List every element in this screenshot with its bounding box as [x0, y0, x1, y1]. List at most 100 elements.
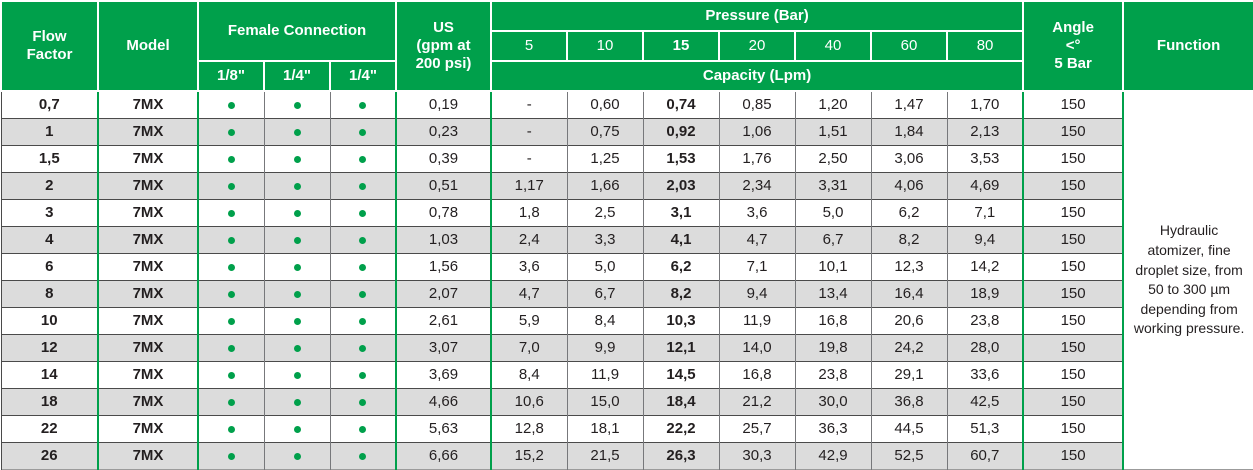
connection-dot-icon — [359, 155, 367, 163]
model-cell: 7MX — [97, 306, 198, 334]
capacity-cell: 3,1 — [642, 198, 719, 226]
capacity-cell: 8,2 — [642, 279, 719, 307]
pressure-col-header-60: 60 — [870, 30, 948, 62]
connection-size-header-3: 1/4" — [329, 60, 397, 92]
capacity-cell: 0,85 — [718, 90, 795, 118]
us-gpm-cell: 3,69 — [395, 360, 491, 388]
capacity-cell: 11,9 — [718, 306, 795, 334]
table-row: 6 7MX 1,56 3,6 5,0 6,2 7,1 10,1 12,3 14,2 150 — [0, 252, 1253, 280]
flow-factor-cell: 10 — [0, 306, 98, 334]
angle-cell: 150 — [1022, 333, 1125, 361]
table-row: 3 7MX 0,78 1,8 2,5 3,1 3,6 5,0 6,2 7,1 150 — [0, 198, 1253, 226]
connection-dot-icon — [359, 344, 367, 352]
connection-cell — [197, 279, 264, 307]
capacity-cell: 1,53 — [642, 144, 719, 172]
capacity-cell: 18,9 — [946, 279, 1024, 307]
capacity-cell: 4,1 — [642, 225, 719, 253]
capacity-cell: 25,7 — [718, 414, 795, 442]
connection-cell — [263, 387, 330, 415]
capacity-cell: 16,8 — [718, 360, 795, 388]
capacity-cell: 36,8 — [870, 387, 947, 415]
capacity-cell: 8,4 — [566, 306, 643, 334]
capacity-cell: 5,9 — [490, 306, 567, 334]
capacity-cell: 1,84 — [870, 117, 947, 145]
us-gpm-cell: 0,19 — [395, 90, 491, 118]
connection-cell — [329, 306, 396, 334]
connection-cell — [263, 90, 330, 118]
connection-cell — [197, 90, 264, 118]
capacity-cell: 36,3 — [794, 414, 871, 442]
capacity-cell: 4,7 — [490, 279, 567, 307]
pressure-col-header-40: 40 — [794, 30, 872, 62]
connection-cell — [263, 144, 330, 172]
connection-dot-icon — [227, 236, 235, 244]
capacity-cell: 1,8 — [490, 198, 567, 226]
capacity-cell: 2,5 — [566, 198, 643, 226]
model-cell: 7MX — [97, 279, 198, 307]
capacity-cell: 10,6 — [490, 387, 567, 415]
capacity-cell: 4,7 — [718, 225, 795, 253]
capacity-cell: 1,76 — [718, 144, 795, 172]
angle-cell: 150 — [1022, 225, 1125, 253]
capacity-cell: 9,4 — [946, 225, 1024, 253]
angle-cell: 150 — [1022, 387, 1125, 415]
capacity-cell: 3,6 — [490, 252, 567, 280]
angle-cell: 150 — [1022, 441, 1125, 469]
capacity-cell: 16,8 — [794, 306, 871, 334]
capacity-cell: 3,3 — [566, 225, 643, 253]
angle-cell: 150 — [1022, 117, 1125, 145]
connection-dot-icon — [359, 398, 367, 406]
flow-factor-cell: 0,7 — [0, 90, 98, 118]
capacity-cell: 60,7 — [946, 441, 1024, 469]
connection-cell — [329, 117, 396, 145]
capacity-cell: 1,17 — [490, 171, 567, 199]
connection-cell — [329, 333, 396, 361]
model-cell: 7MX — [97, 171, 198, 199]
us-gpm-cell: 1,56 — [395, 252, 491, 280]
capacity-cell: 21,2 — [718, 387, 795, 415]
capacity-cell: 9,4 — [718, 279, 795, 307]
connection-dot-icon — [293, 317, 301, 325]
pressure-col-header-80: 80 — [945, 30, 1025, 62]
flow-factor-cell: 6 — [0, 252, 98, 280]
capacity-cell: 4,69 — [946, 171, 1024, 199]
model-cell: 7MX — [97, 414, 198, 442]
function-cell: Hydraulic atomizer, fine droplet size, f… — [1122, 91, 1253, 469]
model-cell: 7MX — [97, 90, 198, 118]
flow-factor-cell: 14 — [0, 360, 98, 388]
connection-dot-icon — [227, 317, 235, 325]
capacity-cell: 7,1 — [946, 198, 1024, 226]
capacity-cell: 23,8 — [794, 360, 871, 388]
capacity-cell: 4,06 — [870, 171, 947, 199]
us-gpm-cell: 0,23 — [395, 117, 491, 145]
connection-dot-icon — [293, 371, 301, 379]
connection-dot-icon — [293, 209, 301, 217]
connection-dot-icon — [359, 182, 367, 190]
capacity-cell: 2,13 — [946, 117, 1024, 145]
table-row: 22 7MX 5,63 12,8 18,1 22,2 25,7 36,3 44,5 51,3 150 — [0, 414, 1253, 442]
connection-cell — [197, 252, 264, 280]
model-cell: 7MX — [97, 252, 198, 280]
capacity-cell: 12,1 — [642, 333, 719, 361]
angle-cell: 150 — [1022, 90, 1125, 118]
capacity-cell: 10,1 — [794, 252, 871, 280]
connection-size-header-2: 1/4" — [263, 60, 331, 92]
model-cell: 7MX — [97, 117, 198, 145]
capacity-cell: 1,20 — [794, 90, 871, 118]
connection-dot-icon — [359, 128, 367, 136]
connection-cell — [329, 441, 396, 469]
table-row: 26 7MX 6,66 15,2 21,5 26,3 30,3 42,9 52,5 60,7 150 — [0, 441, 1253, 469]
connection-cell — [263, 252, 330, 280]
capacity-cell: 21,5 — [566, 441, 643, 469]
capacity-cell: 1,51 — [794, 117, 871, 145]
capacity-cell: 2,03 — [642, 171, 719, 199]
table-row: 10 7MX 2,61 5,9 8,4 10,3 11,9 16,8 20,6 23,8 150 — [0, 306, 1253, 334]
capacity-cell: 7,0 — [490, 333, 567, 361]
connection-cell — [329, 225, 396, 253]
connection-dot-icon — [227, 155, 235, 163]
capacity-cell: 6,7 — [794, 225, 871, 253]
capacity-cell: 2,4 — [490, 225, 567, 253]
flow-factor-cell: 12 — [0, 333, 98, 361]
model-cell: 7MX — [97, 387, 198, 415]
capacity-cell: 5,0 — [566, 252, 643, 280]
